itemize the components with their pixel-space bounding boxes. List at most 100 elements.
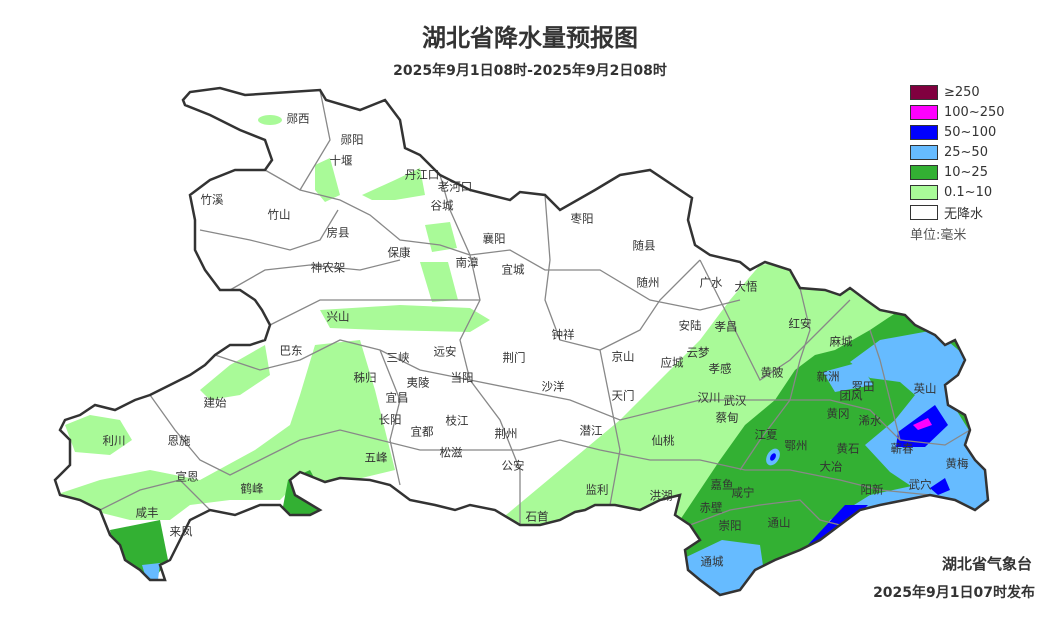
county-label: 新洲 (817, 370, 840, 384)
county-label: 阳新 (861, 483, 884, 497)
county-label: 潜江 (580, 424, 603, 438)
county-label: 沙洋 (542, 380, 565, 394)
county-label: 红安 (789, 317, 812, 331)
legend-swatch (910, 184, 938, 200)
legend-item: ≥250 (910, 82, 1005, 102)
legend-swatch (910, 124, 938, 140)
zone-100-250 (913, 418, 932, 430)
legend-label: 无降水 (944, 206, 984, 222)
county-label: 通山 (768, 516, 791, 530)
county-label: 神农架 (311, 261, 346, 275)
forecast-period: 2025年9月1日08时-2025年9月2日08时 (393, 63, 667, 79)
county-label: 蔡甸 (716, 411, 739, 425)
legend-swatch (910, 104, 938, 120)
county-label: 枣阳 (571, 212, 594, 226)
county-label: 黄冈 (827, 407, 850, 421)
county-label: 荆门 (503, 351, 526, 365)
county-label: 大悟 (735, 280, 758, 294)
county-label: 监利 (586, 483, 609, 497)
legend-item: 50~100 (910, 122, 1005, 142)
county-label: 松滋 (440, 446, 463, 460)
county-label: 竹溪 (201, 193, 224, 207)
county-label: 丹江口 (405, 168, 440, 182)
county-label: 崇阳 (719, 519, 742, 533)
county-label: 远安 (434, 345, 457, 359)
county-label: 应城 (661, 356, 684, 370)
county-label: 恩施 (168, 434, 191, 448)
county-label: 江夏 (755, 428, 778, 442)
legend-unit: 单位:毫米 (910, 228, 967, 243)
issuing-agency: 湖北省气象台 (941, 555, 1032, 573)
county-label: 京山 (612, 350, 635, 364)
county-label: 随州 (637, 276, 660, 290)
legend-label: 10~25 (944, 164, 988, 180)
county-label: 五峰 (365, 451, 388, 465)
county-label: 来凤 (170, 525, 193, 539)
county-label: 钟祥 (552, 328, 575, 342)
county-label: 咸宁 (732, 486, 755, 500)
county-label: 郧西 (287, 112, 310, 126)
legend-swatch (910, 164, 938, 180)
county-label: 孝感 (709, 362, 732, 376)
county-label: 当阳 (451, 371, 474, 385)
county-label: 保康 (388, 246, 411, 260)
county-label: 宜昌 (386, 391, 409, 405)
legend-label: ≥250 (944, 84, 980, 100)
county-label: 黄梅 (946, 457, 969, 471)
county-label: 巴东 (280, 344, 303, 358)
county-label: 武穴 (909, 478, 932, 492)
issue-time: 2025年9月1日07时发布 (873, 585, 1035, 601)
legend-label: 0.1~10 (944, 184, 993, 200)
county-label: 团风 (840, 389, 863, 403)
county-label: 老河口 (438, 180, 473, 194)
county-label: 枝江 (446, 414, 469, 428)
county-label: 竹山 (268, 208, 291, 222)
county-label: 房县 (327, 226, 350, 240)
county-label: 黄陂 (761, 366, 784, 380)
county-label: 三峡 (387, 351, 410, 365)
county-label: 通城 (701, 555, 724, 569)
county-label: 鹤峰 (241, 482, 264, 496)
county-label: 大冶 (820, 460, 843, 474)
legend-label: 50~100 (944, 124, 997, 140)
county-label: 宣恩 (176, 470, 199, 484)
legend-item: 100~250 (910, 102, 1005, 122)
county-borders (99, 89, 971, 526)
county-label: 襄阳 (483, 232, 506, 246)
county-label: 石首 (526, 510, 549, 524)
county-label: 孝昌 (715, 320, 738, 334)
county-label: 兴山 (327, 310, 350, 324)
county-label: 云梦 (687, 346, 710, 360)
county-label: 夷陵 (407, 376, 430, 390)
legend-label: 100~250 (944, 104, 1005, 120)
county-label: 秭归 (354, 371, 377, 385)
county-label: 洪湖 (650, 489, 673, 503)
legend-label: 25~50 (944, 144, 988, 160)
county-label: 赤壁 (700, 501, 723, 515)
county-label: 蕲春 (891, 442, 914, 456)
county-label: 黄石 (837, 442, 860, 456)
county-label: 建始 (204, 396, 227, 410)
county-label: 仙桃 (652, 434, 675, 448)
county-label: 宜城 (502, 263, 525, 277)
legend-item: 无降水 (910, 202, 1005, 222)
county-label: 宜都 (411, 425, 434, 439)
county-label: 罗田 (852, 380, 875, 394)
county-label: 利川 (103, 434, 126, 448)
county-label: 天门 (612, 389, 635, 403)
legend-swatch (910, 144, 938, 160)
county-label: 汉川 (698, 391, 721, 405)
county-label: 广水 (700, 276, 723, 290)
page-title: 湖北省降水量预报图 (422, 24, 638, 52)
legend: ≥250 100~250 50~100 25~50 10~25 0.1~10 无降水 单位:… (910, 82, 1005, 243)
county-label: 郧阳 (341, 133, 364, 147)
county-label: 武汉 (724, 394, 747, 408)
legend-item: 25~50 (910, 142, 1005, 162)
county-label: 随县 (633, 239, 656, 253)
legend-swatch (910, 204, 938, 220)
legend-swatch (910, 84, 938, 100)
